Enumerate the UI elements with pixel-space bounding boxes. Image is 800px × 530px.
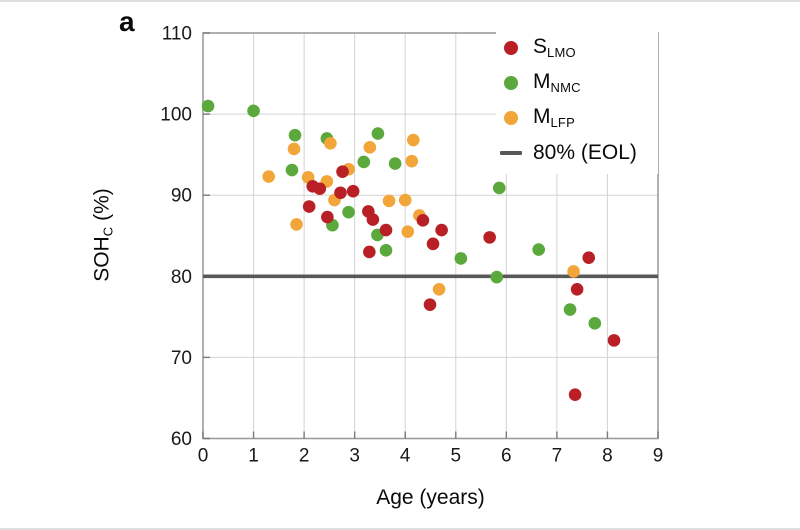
data-point-M_NMC (285, 163, 299, 177)
chart-legend: SLMO MNMC MLFP 80% (EOL) (496, 28, 658, 174)
eol-line-icon (500, 150, 522, 155)
data-point-S_LMO (334, 186, 347, 200)
legend-item-slmo: SLMO (496, 30, 658, 65)
data-point-S_LMO (379, 223, 393, 237)
orange-dot-icon (504, 110, 518, 125)
data-point-S_LMO (570, 282, 584, 296)
data-point-S_LMO (313, 182, 327, 196)
data-point-M_LFP (287, 142, 301, 156)
data-point-S_LMO (423, 298, 437, 311)
x-tick-label: 2 (299, 446, 310, 467)
data-point-S_LMO (607, 334, 621, 347)
y-tick-label: 100 (160, 105, 192, 126)
data-point-M_LFP (290, 218, 303, 231)
plot-border (202, 32, 659, 440)
y-tick-label: 90 (171, 186, 192, 207)
data-point-S_LMO (416, 214, 430, 227)
x-axis-title: Age (years) (376, 486, 485, 509)
data-point-S_LMO (302, 200, 316, 213)
x-tick-label: 5 (450, 446, 461, 467)
x-tick-label: 3 (349, 446, 360, 467)
data-point-M_NMC (379, 244, 393, 257)
data-point-M_LFP (398, 193, 412, 207)
green-dot-icon (504, 75, 518, 90)
y-axis-title: SOHC (%) (90, 188, 116, 282)
data-point-M_LFP (363, 141, 377, 154)
y-tick-label: 110 (162, 24, 192, 45)
x-tick-label: 4 (400, 446, 411, 467)
data-point-M_LFP (382, 194, 396, 208)
legend-item-eol: 80% (EOL) (496, 135, 658, 170)
data-point-M_NMC (201, 99, 215, 113)
x-tick-label: 8 (602, 446, 613, 467)
data-point-S_LMO (483, 231, 496, 244)
data-point-M_LFP (407, 133, 420, 147)
data-point-M_NMC (388, 157, 402, 170)
data-point-S_LMO (568, 388, 582, 402)
x-tick-label: 9 (653, 446, 664, 467)
x-tick-label: 1 (248, 446, 259, 467)
data-point-S_LMO (346, 184, 360, 198)
x-tick-label: 7 (552, 446, 563, 467)
data-point-S_LMO (321, 210, 334, 224)
legend-label: MLFP (533, 105, 575, 130)
data-point-S_LMO (426, 237, 440, 251)
data-point-S_LMO (435, 223, 448, 237)
bottom-border-band (0, 528, 800, 530)
legend-item-mlfp: MLFP (496, 100, 658, 135)
data-point-M_NMC (490, 270, 504, 284)
data-point-M_LFP (324, 136, 337, 150)
data-point-M_LFP (401, 225, 415, 238)
legend-label: SLMO (533, 35, 576, 60)
x-tick-label: 6 (501, 446, 512, 467)
x-tick-label: 0 (198, 446, 209, 467)
y-tick-label: 70 (171, 348, 192, 369)
panel-label: a (119, 6, 135, 37)
data-point-M_LFP (432, 282, 446, 296)
legend-label: 80% (EOL) (533, 140, 637, 164)
legend-label: MNMC (533, 70, 581, 95)
data-point-M_LFP (567, 265, 580, 278)
data-point-M_LFP (405, 154, 419, 168)
data-point-M_NMC (588, 317, 602, 330)
data-point-S_LMO (336, 165, 349, 178)
data-point-M_NMC (342, 205, 355, 219)
data-point-S_LMO (582, 251, 596, 264)
data-point-M_NMC (492, 181, 506, 195)
data-point-M_NMC (288, 128, 302, 142)
data-point-M_NMC (247, 104, 260, 118)
data-point-M_LFP (262, 170, 276, 183)
data-point-S_LMO (363, 245, 376, 259)
red-dot-icon (504, 40, 518, 55)
data-point-M_NMC (371, 127, 385, 140)
data-point-M_NMC (563, 303, 577, 316)
legend-item-mnmc: MNMC (496, 65, 658, 100)
y-tick-label: 60 (171, 429, 192, 450)
data-point-M_NMC (532, 243, 545, 256)
top-border-band (0, 0, 800, 2)
data-point-S_LMO (366, 213, 380, 226)
data-point-M_NMC (454, 252, 468, 265)
y-tick-label: 80 (171, 267, 192, 288)
data-point-M_NMC (357, 155, 371, 169)
